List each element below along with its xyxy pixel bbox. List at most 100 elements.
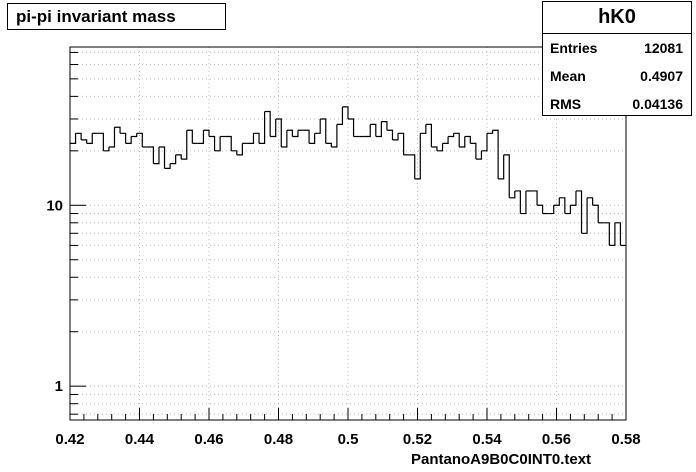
histogram-bin [286, 129, 293, 137]
histogram-bin [448, 133, 455, 138]
histogram-bin [164, 163, 171, 169]
histogram-bin [603, 222, 610, 246]
histogram-bin [442, 136, 449, 144]
histogram-bin [253, 132, 260, 144]
histogram-bin [481, 133, 488, 152]
histogram-bin [420, 124, 427, 134]
histogram-bin [370, 123, 377, 137]
stats-label: Entries [550, 40, 598, 56]
histogram-bin [470, 142, 477, 160]
histogram-bin [114, 126, 121, 134]
histogram-bin [342, 106, 349, 119]
stats-row-mean: Mean 0.4907 [543, 62, 691, 90]
histogram-bin [425, 123, 432, 147]
histogram-bin [225, 135, 232, 151]
x-tick-label: 0.48 [264, 431, 293, 448]
histogram-bin [575, 190, 583, 234]
histogram-bin [158, 146, 166, 169]
x-tick-label: 0.42 [55, 431, 84, 448]
histogram-bin [125, 136, 132, 144]
x-tick-label: 0.58 [611, 431, 640, 448]
histogram-bin [236, 143, 243, 156]
stats-row-rms: RMS 0.04136 [543, 90, 691, 118]
histogram-bin [270, 118, 277, 138]
stats-value: 0.4907 [640, 68, 683, 84]
stats-label: Mean [550, 68, 586, 84]
stats-label: RMS [550, 96, 582, 112]
histogram-bin [281, 130, 288, 148]
histogram-bin [520, 190, 527, 215]
histogram-bin [381, 121, 388, 131]
x-tick-label: 0.52 [403, 431, 432, 448]
histogram-bin [136, 132, 143, 147]
histogram-bin [320, 118, 327, 144]
histogram-bin [197, 130, 205, 144]
histogram-bin [364, 124, 371, 138]
y-tick-label: 1 [55, 378, 63, 395]
histogram-bin [120, 132, 127, 144]
histogram-bin [581, 197, 588, 234]
histogram-bin [131, 133, 138, 138]
histogram-bin [292, 130, 299, 138]
x-tick-label: 0.54 [472, 431, 502, 448]
histogram-bin [331, 124, 338, 148]
histogram-bin [303, 129, 310, 144]
histogram-bin [81, 139, 88, 144]
stats-row-entries: Entries 12081 [543, 34, 691, 62]
histogram-bin [409, 154, 416, 179]
stats-value: 12081 [644, 40, 683, 56]
histogram-bin [209, 135, 216, 151]
histogram-bin [259, 111, 266, 144]
histogram-bin [97, 132, 104, 151]
chart-title: pi-pi invariant mass [7, 3, 226, 30]
histogram-bin [537, 204, 544, 214]
histogram-bin [325, 142, 332, 147]
histogram-bin [559, 197, 566, 214]
histogram-bin [386, 129, 394, 140]
histogram-bin [275, 118, 282, 147]
histogram-bin [514, 190, 521, 214]
x-tick-label: 0.5 [338, 431, 359, 448]
histogram-bin [309, 133, 316, 144]
histogram-bin [487, 130, 494, 134]
histogram-bin [414, 133, 421, 180]
histogram-bin [587, 197, 594, 206]
stats-histogram-name: hK0 [543, 2, 691, 34]
histogram-bin [548, 205, 555, 215]
histogram-bin [464, 135, 471, 144]
histogram-bin [498, 154, 505, 180]
histogram-bin [181, 130, 188, 160]
histogram-bin [509, 190, 516, 199]
histogram-bin [153, 146, 160, 165]
x-tick-label: 0.44 [125, 431, 155, 448]
histogram-bin [392, 133, 399, 141]
histogram-bin [531, 190, 538, 206]
histogram-bin [431, 146, 438, 151]
histogram-bin [614, 222, 622, 246]
histogram-bin [170, 154, 177, 165]
histogram-bin [475, 150, 483, 160]
stats-box: hK0 Entries 12081 Mean 0.4907 RMS 0.0413… [542, 1, 692, 116]
histogram-bin [175, 154, 182, 160]
histogram-bin [214, 136, 221, 152]
x-axis-label: PantanoA9B0C0INT0.text [411, 451, 592, 468]
histogram-bin [459, 136, 466, 148]
histogram-bin [436, 143, 444, 152]
histogram-bin [186, 129, 193, 144]
histogram-bin [247, 133, 255, 144]
histogram-bin [375, 121, 382, 138]
histogram-bin [348, 118, 355, 137]
histogram-bin [231, 150, 238, 155]
histogram-bin [398, 132, 405, 155]
histogram-bin [103, 146, 110, 152]
histogram-bin [503, 154, 510, 198]
histogram-bin [553, 197, 560, 206]
histogram-bin [453, 132, 460, 147]
histogram-bin [70, 133, 77, 144]
histogram-bin [314, 118, 321, 134]
histogram-bin [492, 129, 499, 179]
histogram-bin [570, 190, 577, 206]
y-tick-label: 10 [46, 197, 63, 214]
histogram-bin [147, 146, 154, 164]
